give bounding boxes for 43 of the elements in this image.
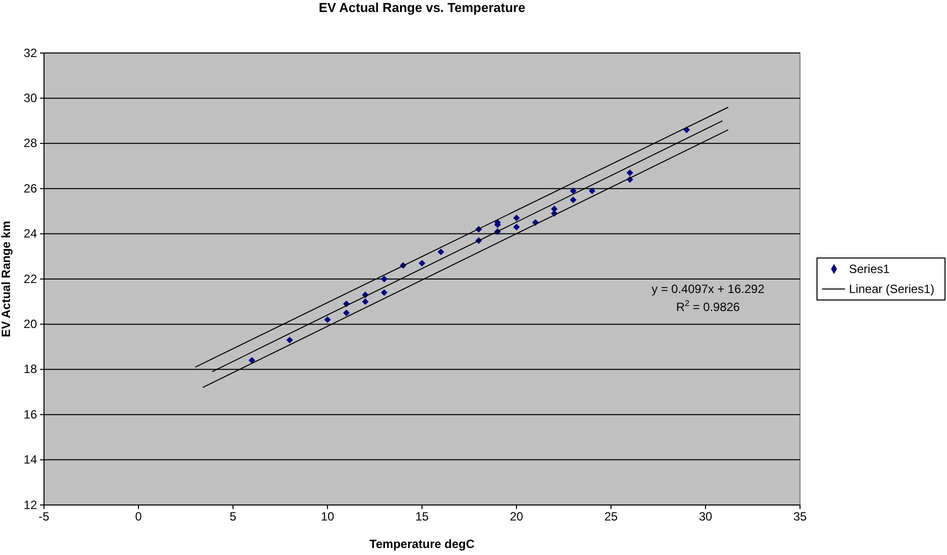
point [550,206,558,212]
y-tick-label: 32 [24,46,38,60]
annotation: R$^{2}$ = 0.9826 [676,298,740,314]
y-tick-label: 18 [24,362,38,376]
x-tick-label: 10 [320,510,334,524]
y-tick-label: 16 [24,407,38,422]
x-tick-label: 25 [604,510,618,524]
legend-label: Series1 [849,262,890,276]
point [570,196,577,204]
point [380,276,388,282]
y-axis-title: EV Actual Range km [0,220,13,338]
y-tick-label: 24 [24,226,38,241]
point [324,316,331,323]
point [248,357,256,364]
point [513,224,520,230]
point [438,248,444,256]
point [418,260,426,266]
point [362,298,369,305]
x-tick-label: 0 [135,510,142,524]
point [380,289,388,296]
x-tick-label: 5 [230,510,237,524]
legend-label: Linear (Series1) [849,282,934,296]
y-tick-label: 22 [24,272,38,286]
y-tick-label: 12 [24,498,38,512]
annotation: y = 0.4097x + 16.292 [652,282,765,296]
point [570,188,577,194]
point [343,310,350,316]
y-tick-label: 14 [24,452,38,467]
point [513,214,520,222]
x-tick-label: 35 [793,510,807,524]
x-tick-label: -5 [38,510,50,524]
y-tick-label: 26 [24,181,38,196]
chart-title: EV Actual Range vs. Temperature [318,0,526,15]
x-axis-title: Temperature degC [369,537,475,551]
point [588,188,596,194]
y-tick-label: 30 [24,91,38,106]
point [626,169,634,176]
y-tick-label: 28 [24,136,38,150]
point [286,336,294,344]
x-tick-label: 15 [415,510,429,524]
y-tick-label: 20 [24,317,38,332]
x-tick-label: 30 [698,510,712,524]
x-tick-label: 20 [510,510,524,524]
